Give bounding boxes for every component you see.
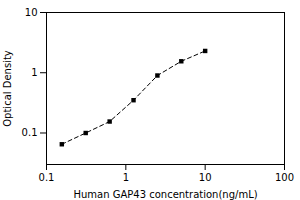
- svg-text:1: 1: [123, 172, 129, 183]
- svg-text:Human GAP43 concentration(ng/m: Human GAP43 concentration(ng/mL): [73, 189, 257, 200]
- svg-text:Optical Density: Optical Density: [2, 50, 13, 127]
- svg-text:100: 100: [275, 172, 294, 183]
- svg-text:1: 1: [31, 67, 37, 78]
- svg-text:10: 10: [199, 172, 212, 183]
- svg-text:0.1: 0.1: [22, 127, 38, 138]
- svg-text:0.1: 0.1: [39, 172, 55, 183]
- svg-text:10: 10: [25, 7, 38, 18]
